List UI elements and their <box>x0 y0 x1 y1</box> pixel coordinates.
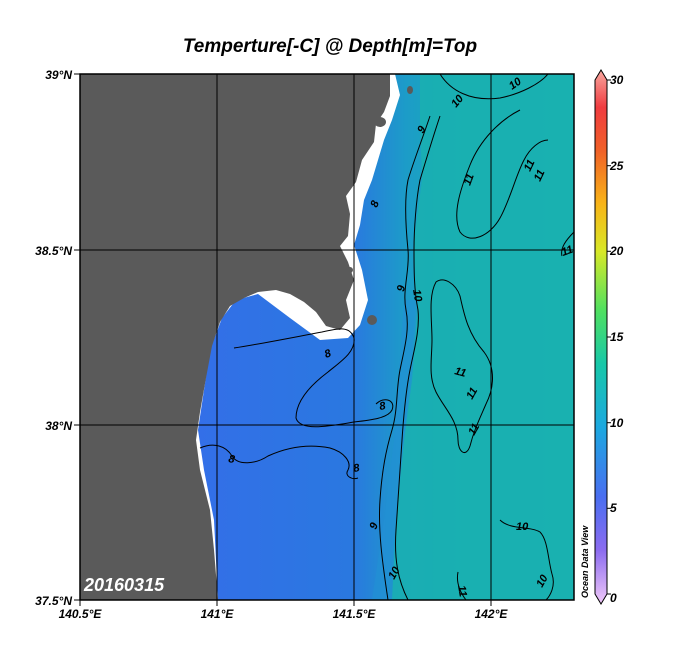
contour-label: 11 <box>532 168 548 183</box>
contour-label: 8 <box>369 198 383 209</box>
colorbar-scale <box>594 69 608 605</box>
contour-label-group: 10 10 9 11 11 11 11 8 9 10 8 8 11 11 11 … <box>227 75 574 598</box>
colorbar-tick-label: 30 <box>610 73 624 87</box>
graticule <box>80 74 574 600</box>
colorbar-tick-label: 25 <box>609 159 624 173</box>
contour-label: 9 <box>395 284 408 293</box>
island <box>407 86 413 94</box>
island <box>347 267 353 273</box>
map-area: 10 10 9 11 11 11 11 8 9 10 8 8 11 11 11 … <box>80 74 574 600</box>
colorbar-tick-label: 0 <box>610 591 617 605</box>
date-label: 20160315 <box>83 575 165 595</box>
lat-tick-label: 38.5°N <box>35 244 72 258</box>
lon-tick-label: 141.5°E <box>333 607 377 621</box>
colorbar: 30 25 20 15 10 5 0 <box>594 69 624 605</box>
colorbar-tick-label: 10 <box>610 416 624 430</box>
lon-tick-label: 141°E <box>201 607 235 621</box>
tick-marks <box>74 73 492 606</box>
contour-label: 8 <box>378 400 387 413</box>
map-title: Temperture[-C] @ Depth[m]=Top <box>182 36 478 57</box>
contour-label: 11 <box>466 422 482 438</box>
warm-water-zone <box>392 74 574 600</box>
colorbar-tick-label: 5 <box>610 501 617 515</box>
lat-tick-label: 39°N <box>45 68 72 82</box>
contour-label: 9 <box>368 520 382 531</box>
lon-tick-label: 140.5°E <box>59 607 103 621</box>
colorbar-tick-label: 15 <box>610 330 624 344</box>
contour-label: 11 <box>455 584 469 597</box>
colorbar-tick-label: 20 <box>609 244 624 258</box>
contour-label: 11 <box>560 244 575 259</box>
land-mass <box>80 74 390 600</box>
lat-tick-label: 37.5°N <box>35 594 72 608</box>
lat-tick-label: 38°N <box>45 419 72 433</box>
transition-zone <box>372 300 418 600</box>
contour-label: 8 <box>227 453 236 466</box>
contour-label: 11 <box>464 386 480 402</box>
contour-label: 8 <box>352 462 361 475</box>
contour-label: 11 <box>462 172 477 187</box>
lon-tick-label: 142°E <box>475 607 509 621</box>
contour-label: 11 <box>453 365 467 380</box>
contour-lines <box>199 74 574 600</box>
contour-label: 11 <box>522 158 538 173</box>
island <box>367 315 377 325</box>
contour-label: 10 <box>516 521 529 533</box>
contour-label: 8 <box>323 347 334 361</box>
island <box>374 117 386 127</box>
map-frame <box>79 73 575 601</box>
contour-label: 10 <box>410 288 424 303</box>
odv-credit: Ocean Data View <box>580 525 590 598</box>
